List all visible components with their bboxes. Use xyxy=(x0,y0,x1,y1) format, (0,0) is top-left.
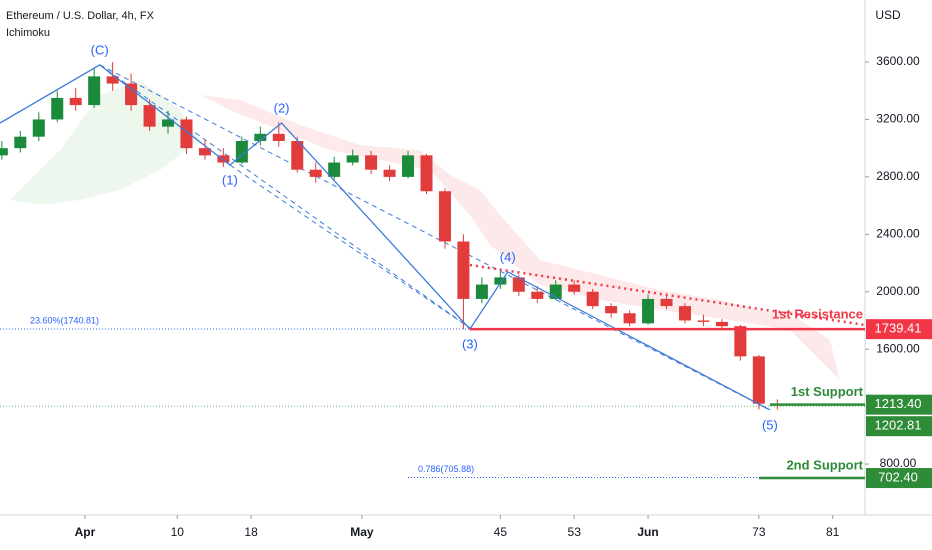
candle-body xyxy=(51,97,64,120)
candle-body xyxy=(106,76,119,84)
level-label: 1st Resistance xyxy=(772,307,863,322)
candle-body xyxy=(734,326,747,357)
candle-body xyxy=(125,83,138,106)
candle-body xyxy=(180,119,193,149)
x-tick-label: 53 xyxy=(568,525,582,539)
candle-body xyxy=(88,76,101,106)
x-tick-label: Apr xyxy=(75,525,96,539)
y-axis-label: USD xyxy=(875,8,901,22)
level-label: 2nd Support xyxy=(786,457,863,472)
candle-body xyxy=(678,306,691,321)
channel-line xyxy=(99,64,471,329)
price-badge xyxy=(866,394,932,415)
x-tick-label: 81 xyxy=(826,525,840,539)
wave-label: (2) xyxy=(274,100,290,115)
candle-body xyxy=(365,155,378,170)
wave-label: (3) xyxy=(462,337,478,352)
candle-body xyxy=(531,291,544,299)
x-tick-label: 73 xyxy=(752,525,766,539)
candle-body xyxy=(309,169,322,177)
candle-body xyxy=(402,155,415,177)
candle-body xyxy=(162,119,175,127)
x-tick-label: 18 xyxy=(244,525,258,539)
price-badge xyxy=(866,468,932,489)
wave-label: (C) xyxy=(91,42,109,57)
candle-body xyxy=(14,136,27,149)
y-tick-label: 3600.00 xyxy=(876,54,920,68)
candle-body xyxy=(346,155,359,163)
price-badge-label: 1739.41 xyxy=(875,321,922,336)
y-tick-label: 2800.00 xyxy=(876,169,920,183)
candle-body xyxy=(420,155,433,192)
chart-title: Ethereum / U.S. Dollar, 4h, FX xyxy=(6,10,155,22)
wave-line xyxy=(0,64,771,411)
y-tick-label: 800.00 xyxy=(880,456,917,470)
candle-body xyxy=(291,140,304,170)
candle-body xyxy=(143,105,156,127)
candle-body xyxy=(494,277,507,285)
candle-body xyxy=(475,284,488,299)
candle-body xyxy=(198,148,211,156)
y-tick-label: 1600.00 xyxy=(876,341,920,355)
resistance-trendline xyxy=(469,263,866,327)
candle-body xyxy=(752,356,765,404)
candle-body xyxy=(383,169,396,177)
candle-body xyxy=(697,320,710,322)
candle-body xyxy=(438,191,451,242)
candle-body xyxy=(272,133,285,141)
indicator-name: Ichimoku xyxy=(6,27,50,39)
price-badge-label: 1202.81 xyxy=(875,418,922,433)
candle-body xyxy=(254,133,267,141)
candle-body xyxy=(568,284,581,292)
x-tick-label: 45 xyxy=(494,525,508,539)
price-badge xyxy=(866,319,932,340)
candle-body xyxy=(660,298,673,307)
wave-label: (1) xyxy=(222,172,238,187)
price-badge xyxy=(866,416,932,437)
level-label: 1st Support xyxy=(791,384,864,399)
y-tick-label: 2400.00 xyxy=(876,226,920,240)
candle-body xyxy=(457,241,470,299)
candle-body xyxy=(69,97,82,106)
candle-body xyxy=(642,298,655,324)
x-tick-label: May xyxy=(350,525,374,539)
wave-label: (4) xyxy=(500,249,516,264)
y-tick-label: 2000.00 xyxy=(876,284,920,298)
x-tick-label: 10 xyxy=(171,525,185,539)
candle-body xyxy=(217,155,230,163)
channel-line xyxy=(229,164,471,329)
fib-label: 23.60%(1740.81) xyxy=(30,315,99,325)
price-badge-label: 702.40 xyxy=(878,469,918,484)
candle-body xyxy=(623,313,636,324)
candle-body xyxy=(586,291,599,307)
price-badge-label: 1213.40 xyxy=(875,396,922,411)
candle-body xyxy=(605,306,618,314)
y-tick-label: 3200.00 xyxy=(876,112,920,126)
fib-label: 0.786(705.88) xyxy=(418,464,474,474)
candle-body xyxy=(32,119,45,137)
wave-label: (5) xyxy=(762,417,778,432)
x-tick-label: Jun xyxy=(637,525,658,539)
candle-body xyxy=(512,277,525,292)
candle-body xyxy=(715,321,728,327)
candle-body xyxy=(0,148,8,156)
candle-body xyxy=(328,162,341,177)
